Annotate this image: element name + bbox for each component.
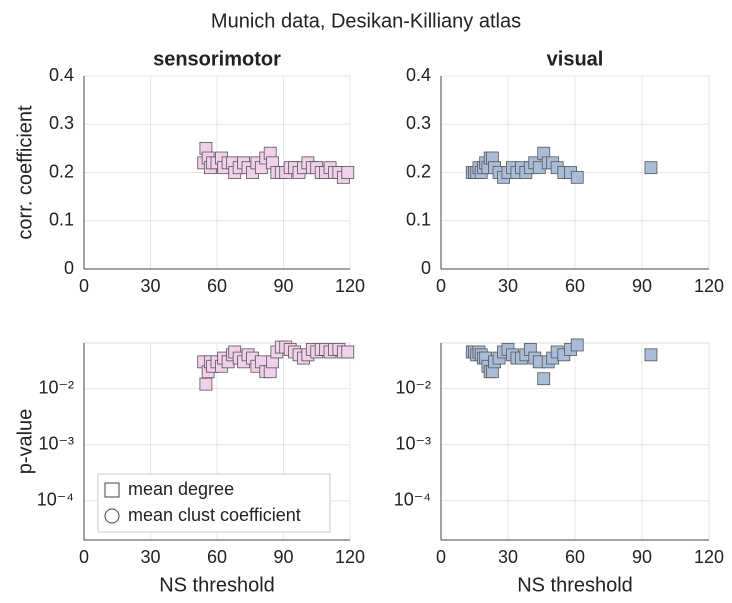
y-tick-label: 10⁻³ (38, 433, 74, 453)
legend-marker (104, 508, 120, 524)
y-tick-label: 0.4 (49, 65, 74, 85)
x-tick-label: 120 (694, 276, 724, 296)
legend-label: mean clust coefficient (128, 505, 301, 525)
y-tick-label: 0.1 (406, 210, 431, 230)
x-tick-label: 90 (273, 547, 293, 567)
figure-title: Munich data, Desikan-Killiany atlas (211, 10, 521, 32)
y-tick-label: 0 (64, 258, 74, 278)
x-tick-label: 0 (436, 276, 446, 296)
x-tick-label: 60 (207, 276, 227, 296)
x-tick-label: 120 (335, 276, 365, 296)
x-tick-label: 30 (140, 547, 160, 567)
y-tick-label: 0.3 (406, 113, 431, 133)
x-axis-label: NS threshold (159, 574, 275, 596)
y-tick-label: 0.2 (49, 161, 74, 181)
y-tick-label: 10⁻⁴ (37, 490, 74, 510)
x-tick-label: 60 (565, 547, 585, 567)
x-tick-label: 90 (632, 547, 652, 567)
axes-title: visual (547, 48, 604, 70)
x-tick-label: 30 (498, 547, 518, 567)
y-tick-label: 0.2 (406, 161, 431, 181)
point (570, 338, 584, 352)
y-tick-label: 0.1 (49, 210, 74, 230)
x-tick-label: 0 (79, 547, 89, 567)
legend-marker (104, 482, 120, 498)
x-tick-label: 0 (79, 276, 89, 296)
legend-label: mean degree (128, 479, 234, 499)
x-tick-label: 120 (335, 547, 365, 567)
point (537, 372, 551, 386)
x-axis-label: NS threshold (517, 574, 633, 596)
y-tick-label: 10⁻⁴ (394, 490, 431, 510)
x-tick-label: 30 (498, 276, 518, 296)
point (644, 161, 658, 175)
y-tick-label: 0 (421, 258, 431, 278)
y-axis-label: corr. coefficient (14, 105, 36, 240)
y-tick-label: 10⁻² (395, 377, 431, 397)
x-tick-label: 90 (273, 276, 293, 296)
point (341, 166, 355, 179)
x-tick-label: 90 (632, 276, 652, 296)
y-tick-label: 10⁻³ (395, 433, 431, 453)
x-tick-label: 60 (207, 547, 227, 567)
x-tick-label: 0 (436, 547, 446, 567)
y-tick-label: 10⁻² (38, 377, 74, 397)
x-tick-label: 120 (694, 547, 724, 567)
point (199, 377, 213, 391)
x-tick-label: 30 (140, 276, 160, 296)
point (341, 345, 355, 359)
point (644, 348, 658, 362)
x-tick-label: 60 (565, 276, 585, 296)
y-axis-label: p-value (14, 409, 36, 475)
axes-title: sensorimotor (153, 48, 281, 70)
y-tick-label: 0.4 (406, 65, 431, 85)
point (570, 170, 584, 184)
legend-box (97, 473, 331, 533)
y-tick-label: 0.3 (49, 113, 74, 133)
